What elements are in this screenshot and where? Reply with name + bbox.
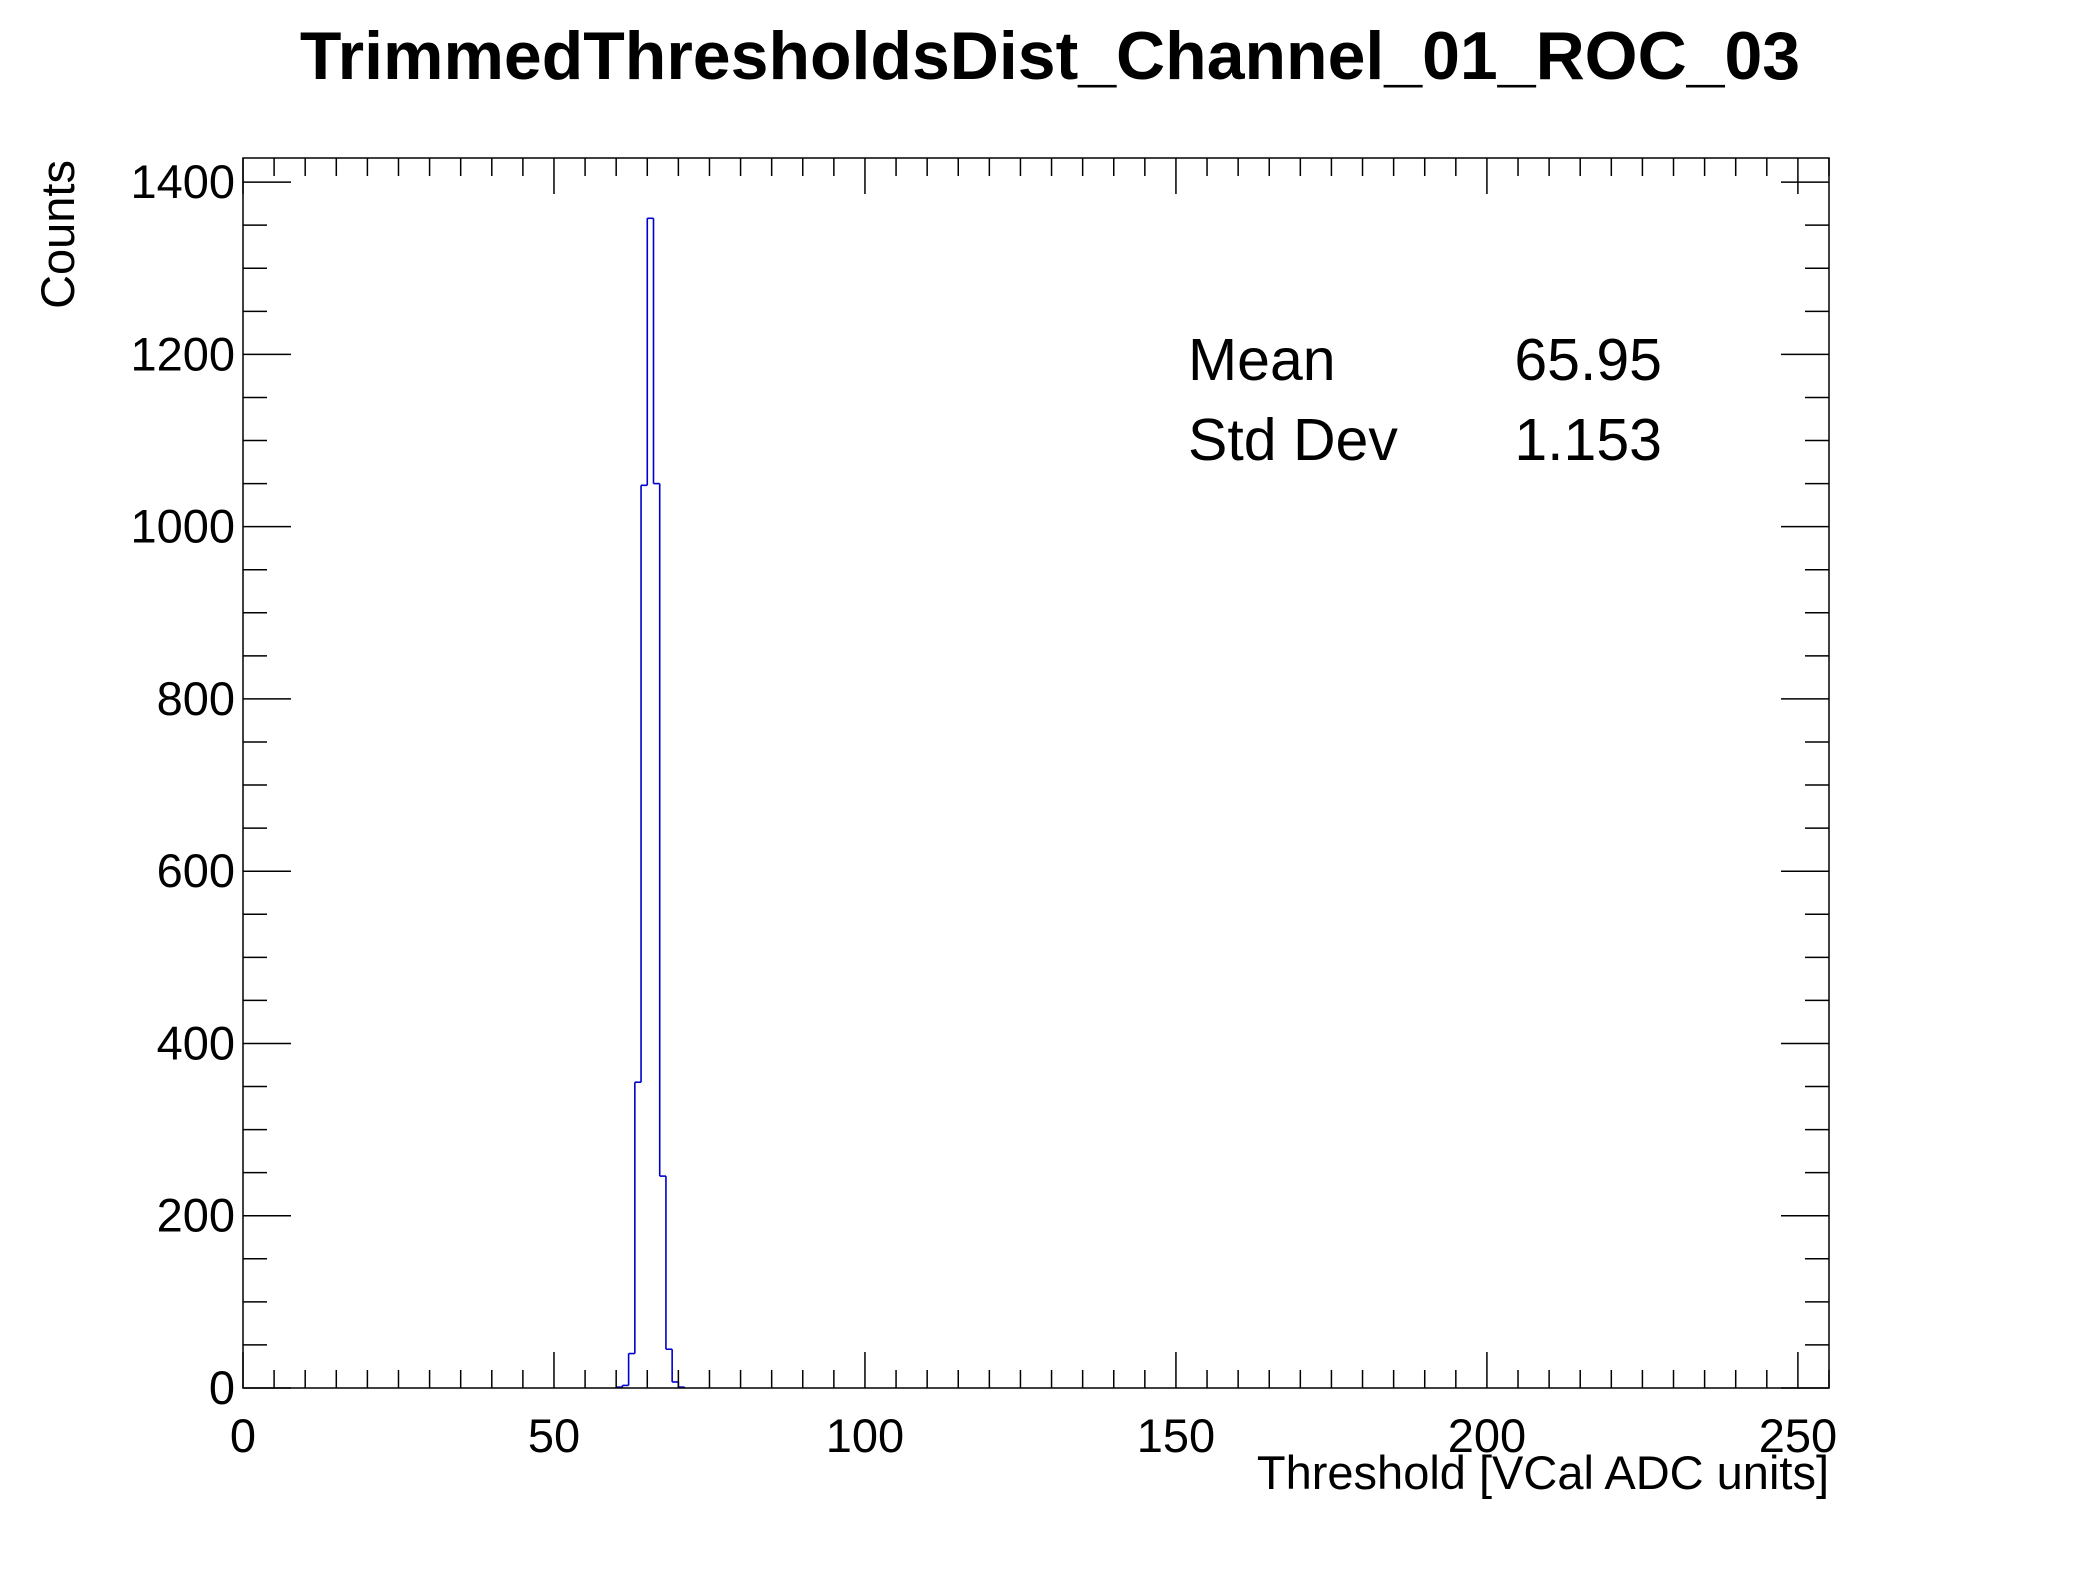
y-tick-label: 1000 bbox=[130, 500, 235, 553]
y-axis-label: Counts bbox=[31, 160, 84, 309]
y-tick-label: 0 bbox=[209, 1361, 235, 1414]
y-tick-label: 400 bbox=[157, 1016, 235, 1069]
chart-title: TrimmedThresholdsDist_Channel_01_ROC_03 bbox=[300, 18, 1800, 94]
plot-frame bbox=[242, 157, 1830, 1389]
x-tick-label: 100 bbox=[826, 1409, 904, 1462]
x-tick-label: 250 bbox=[1759, 1409, 1837, 1462]
y-tick-label: 800 bbox=[157, 672, 235, 725]
y-tick-label: 1200 bbox=[130, 327, 235, 380]
plot-area: 0 50 100 150 200 250 0 200 400 600 800 1000 1200 1400 bbox=[130, 155, 1837, 1462]
x-axis-label: Threshold [VCal ADC units] bbox=[1257, 1446, 1829, 1499]
y-tick-label: 1400 bbox=[130, 155, 235, 208]
y-tick-label: 200 bbox=[157, 1189, 235, 1242]
x-tick-label: 0 bbox=[230, 1409, 256, 1462]
x-tick-label: 150 bbox=[1137, 1409, 1215, 1462]
stats-mean-label: Mean bbox=[1188, 327, 1336, 393]
stats-stddev-label: Std Dev bbox=[1188, 407, 1398, 473]
y-tick-label: 600 bbox=[157, 844, 235, 897]
x-tick-label: 200 bbox=[1448, 1409, 1526, 1462]
stats-box: Mean 65.95 Std Dev 1.153 bbox=[1188, 327, 1662, 473]
stats-stddev-value: 1.153 bbox=[1514, 407, 1662, 473]
x-tick-label: 50 bbox=[528, 1409, 580, 1462]
stats-mean-value: 65.95 bbox=[1514, 327, 1662, 393]
